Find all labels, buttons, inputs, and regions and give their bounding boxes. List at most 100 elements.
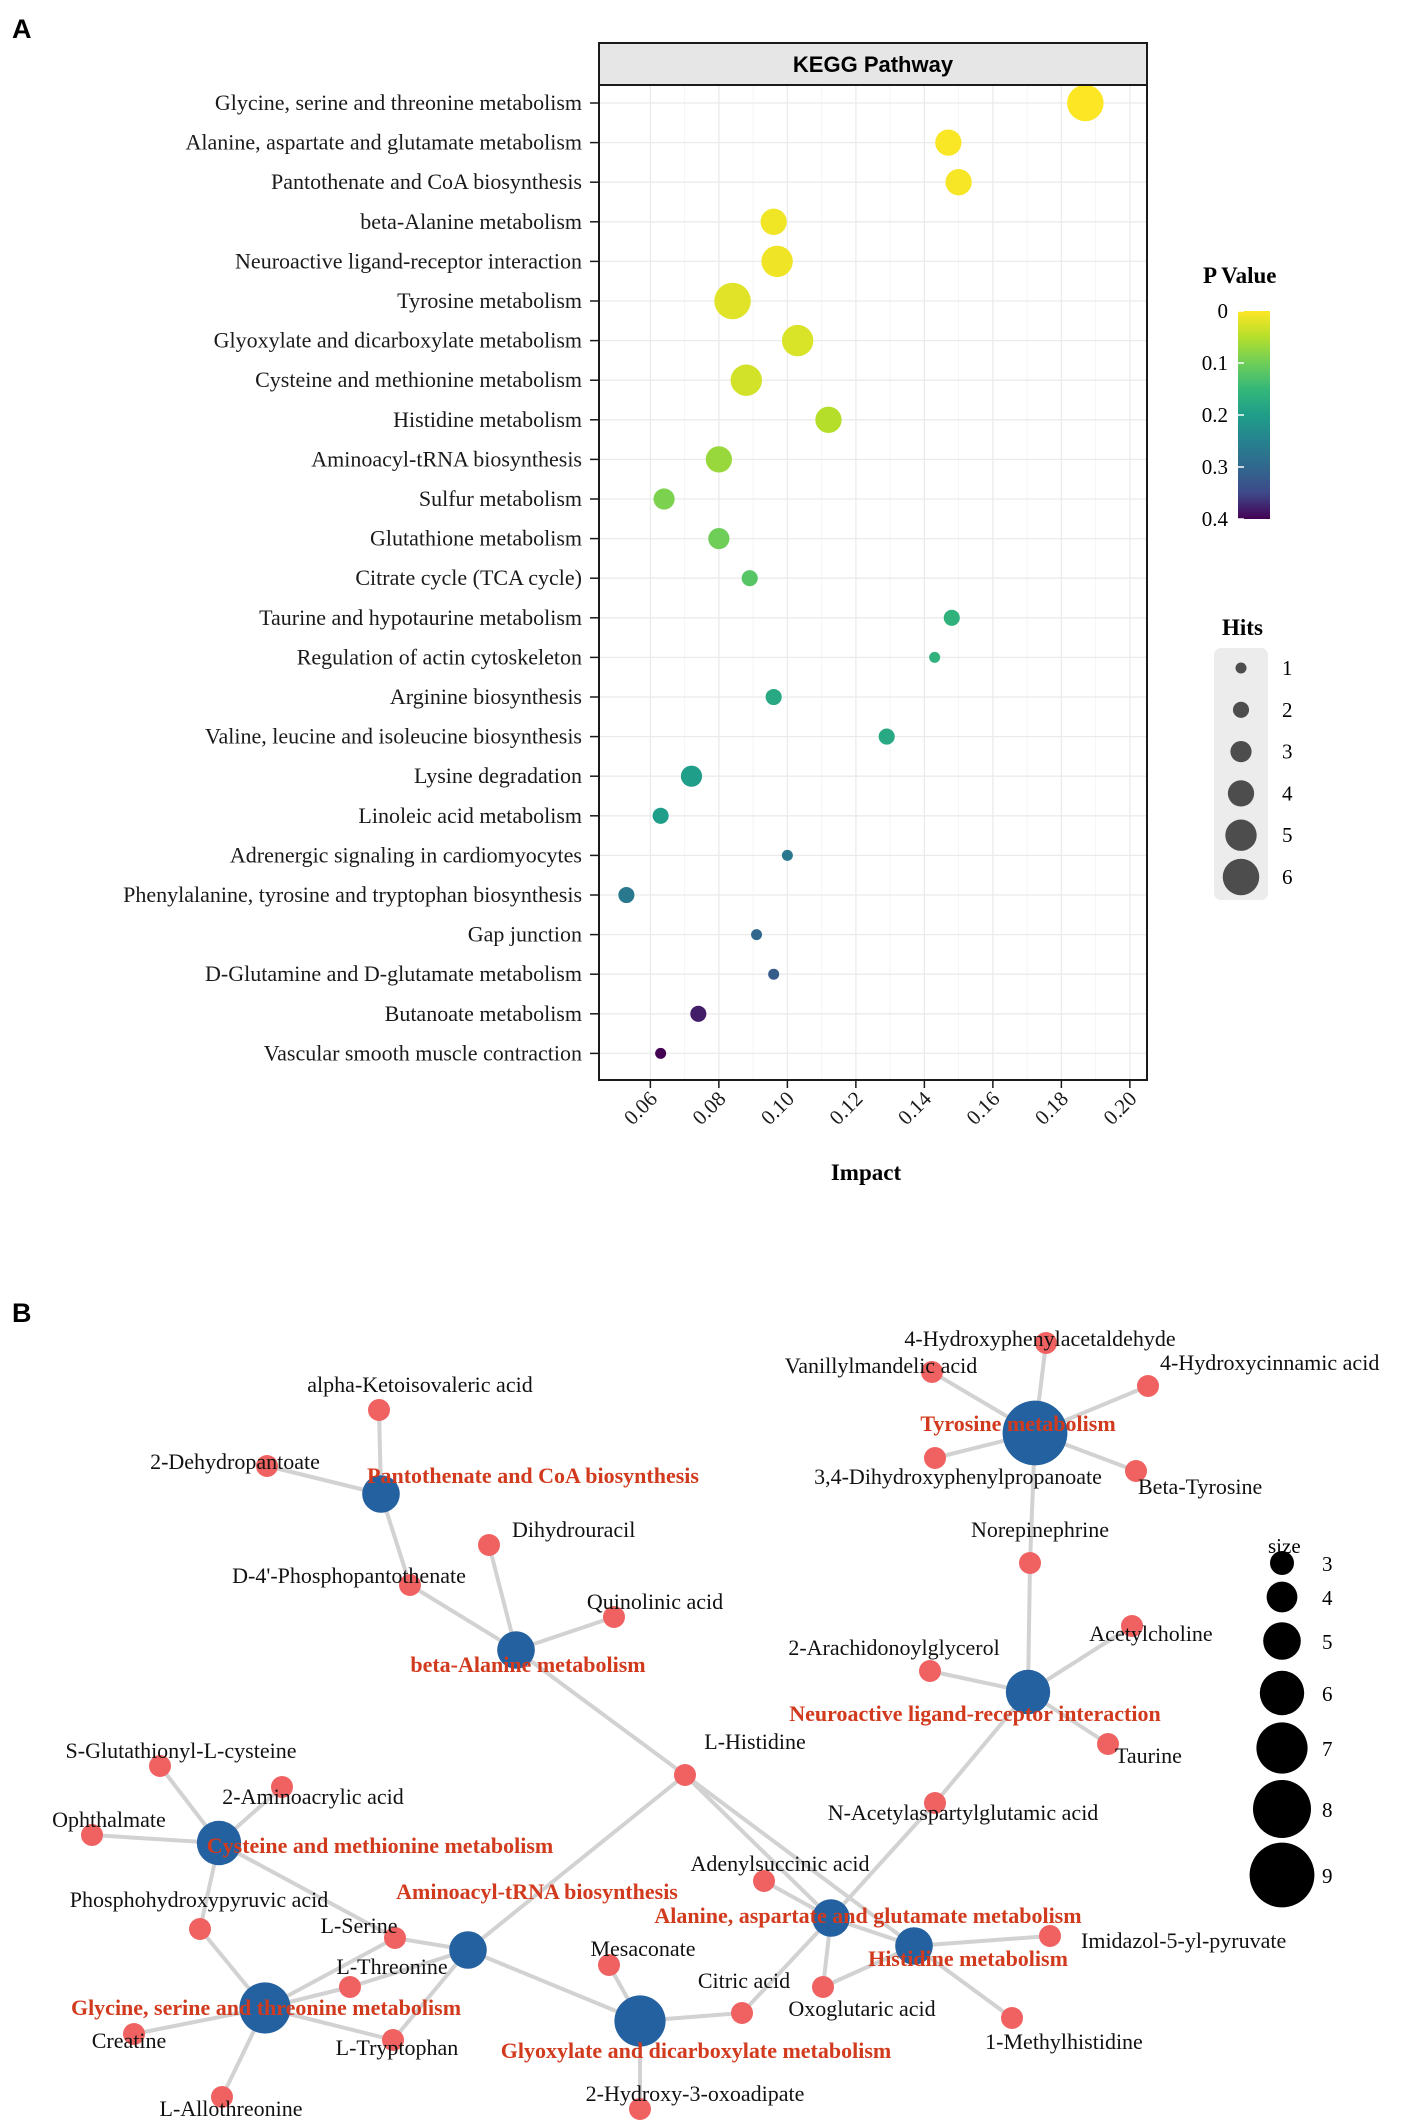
p-value-tick-label: 0.3 <box>1202 455 1228 479</box>
network-edge <box>683 1773 833 1920</box>
metabolite-label: Imidazol-5-yl-pyruvate <box>1081 1928 1286 1953</box>
x-tick-label: 0.16 <box>961 1087 1004 1130</box>
data-point <box>945 169 972 196</box>
data-point <box>730 364 762 396</box>
pathway-node <box>1002 1400 1068 1466</box>
data-point <box>655 1047 667 1059</box>
pathway-label: Citrate cycle (TCA cycle) <box>355 565 582 590</box>
metabolite-node <box>368 1399 390 1421</box>
hits-legend-items: 1 2 3 4 5 6 <box>1222 656 1293 896</box>
metabolite-node <box>1097 1733 1119 1755</box>
metabolite-label: 4-Hydroxyphenylacetaldehyde <box>904 1326 1175 1351</box>
pathway-label: Cysteine and methionine metabolism <box>255 367 582 392</box>
pathway-label: beta-Alanine metabolism <box>360 209 582 234</box>
pathway-label: Gap junction <box>468 922 582 947</box>
size-legend-label: 9 <box>1322 1864 1333 1888</box>
network-edge <box>349 1948 469 1989</box>
hits-legend-dot <box>1232 701 1250 718</box>
metabolite-node <box>1125 1460 1147 1482</box>
data-point <box>781 849 793 861</box>
metabolite-node <box>1001 2007 1023 2029</box>
pathway-label: Tyrosine metabolism <box>397 288 582 313</box>
p-value-tick-label: 0.1 <box>1202 351 1228 375</box>
pathway-label: Vascular smooth muscle contraction <box>264 1040 582 1065</box>
metabolite-label: D-4'-Phosphopantothenate <box>232 1563 466 1588</box>
panel-b-letter: B <box>12 1298 32 1328</box>
metabolite-label: L-Tryptophan <box>336 2035 459 2060</box>
hits-legend-title: Hits <box>1222 615 1263 640</box>
pathway-label: Alanine, aspartate and glutamate metabol… <box>186 130 582 155</box>
p-value-legend-title: P Value <box>1203 263 1277 288</box>
pathway-node-label: Tyrosine metabolism <box>920 1411 1115 1436</box>
metabolite-node <box>1137 1375 1159 1397</box>
metabolite-label: L-Threonine <box>336 1954 447 1979</box>
pathway-label: Glycine, serine and threonine metabolism <box>215 90 582 115</box>
hits-legend-dot <box>1235 662 1247 674</box>
metabolite-node <box>149 1755 171 1777</box>
size-legend-label: 3 <box>1322 1552 1333 1576</box>
pathway-node-label: beta-Alanine metabolism <box>410 1652 645 1677</box>
metabolite-label: Beta-Tyrosine <box>1138 1474 1262 1499</box>
pathway-label: Phenylalanine, tyrosine and tryptophan b… <box>123 882 582 907</box>
x-tick-label: 0.12 <box>824 1087 867 1130</box>
pathway-node-label: Glyoxylate and dicarboxylate metabolism <box>501 2038 891 2063</box>
metabolite-label: 3,4-Dihydroxyphenylpropanoate <box>814 1464 1102 1489</box>
data-point <box>751 929 763 941</box>
hits-legend-label: 3 <box>1282 740 1293 764</box>
y-axis-labels: Glycine, serine and threonine metabolism… <box>123 90 599 1065</box>
data-point <box>618 886 635 904</box>
x-tick-label: 0.10 <box>756 1087 799 1130</box>
size-legend-label: 7 <box>1322 1737 1333 1761</box>
metabolite-label: 2-Hydroxy-3-oxoadipate <box>586 2081 805 2106</box>
metabolite-label: Taurine <box>1115 1743 1182 1768</box>
size-legend-dot <box>1249 1842 1315 1908</box>
metabolite-label: Norepinephrine <box>971 1517 1109 1542</box>
data-point <box>705 446 733 473</box>
size-legend-dot <box>1263 1622 1301 1660</box>
size-legend-items: 3 4 5 6 7 8 9 <box>1249 1551 1333 1908</box>
pathway-node <box>449 1931 487 1969</box>
p-value-tick-label: 0.2 <box>1202 403 1228 427</box>
plot-panel <box>599 85 1147 1080</box>
size-legend-dot <box>1253 1780 1311 1838</box>
metabolite-label: Citric acid <box>698 1968 790 1993</box>
data-point <box>935 129 962 156</box>
hits-legend-label: 2 <box>1282 698 1293 722</box>
data-point <box>653 488 675 510</box>
metabolite-label: alpha-Ketoisovaleric acid <box>307 1372 532 1397</box>
data-point <box>714 282 751 320</box>
metabolite-label: Dihydrouracil <box>512 1517 635 1542</box>
network-edge <box>466 1773 687 1952</box>
pathway-label: Valine, leucine and isoleucine biosynthe… <box>205 724 582 749</box>
size-legend-label: 5 <box>1322 1630 1333 1654</box>
pathway-node-label: Alanine, aspartate and glutamate metabol… <box>654 1903 1081 1928</box>
hits-legend-dot <box>1230 741 1252 763</box>
metabolite-node <box>256 1455 278 1477</box>
hits-legend-label: 4 <box>1282 781 1293 805</box>
metabolite-node <box>603 1606 625 1628</box>
metabolite-node <box>189 1918 211 1940</box>
metabolite-node <box>1035 1332 1057 1354</box>
data-point <box>878 728 895 745</box>
metabolite-node <box>924 1792 946 1814</box>
size-legend-dot <box>1266 1581 1298 1613</box>
size-legend-dot <box>1256 1722 1308 1774</box>
panel-b-network: alpha-Ketoisovaleric acid 2-Dehydropantoa… <box>52 1326 1379 2121</box>
hits-legend-dot <box>1222 858 1260 896</box>
pathway-node <box>362 1475 400 1513</box>
size-legend-label: 6 <box>1322 1682 1333 1706</box>
panel-a-scatter: KEGG Pathway Glycine, serine and threoni… <box>123 42 1293 1185</box>
pathway-node <box>1005 1669 1051 1715</box>
data-point <box>690 1005 707 1022</box>
pathway-label: Sulfur metabolism <box>419 486 582 511</box>
pathway-node <box>614 1995 666 2047</box>
metabolite-label: Ophthalmate <box>52 1807 166 1832</box>
size-legend-label: 8 <box>1322 1798 1333 1822</box>
pathway-node <box>812 1899 850 1937</box>
pathway-label: Lysine degradation <box>414 763 582 788</box>
metabolite-label: Acetylcholine <box>1089 1621 1212 1646</box>
p-value-legend-ticks: 0 0.1 0.2 0.3 0.4 <box>1202 299 1244 531</box>
network-edge <box>912 1944 1014 2020</box>
hits-legend-label: 1 <box>1282 656 1293 680</box>
network-nodes <box>81 1332 1159 2120</box>
